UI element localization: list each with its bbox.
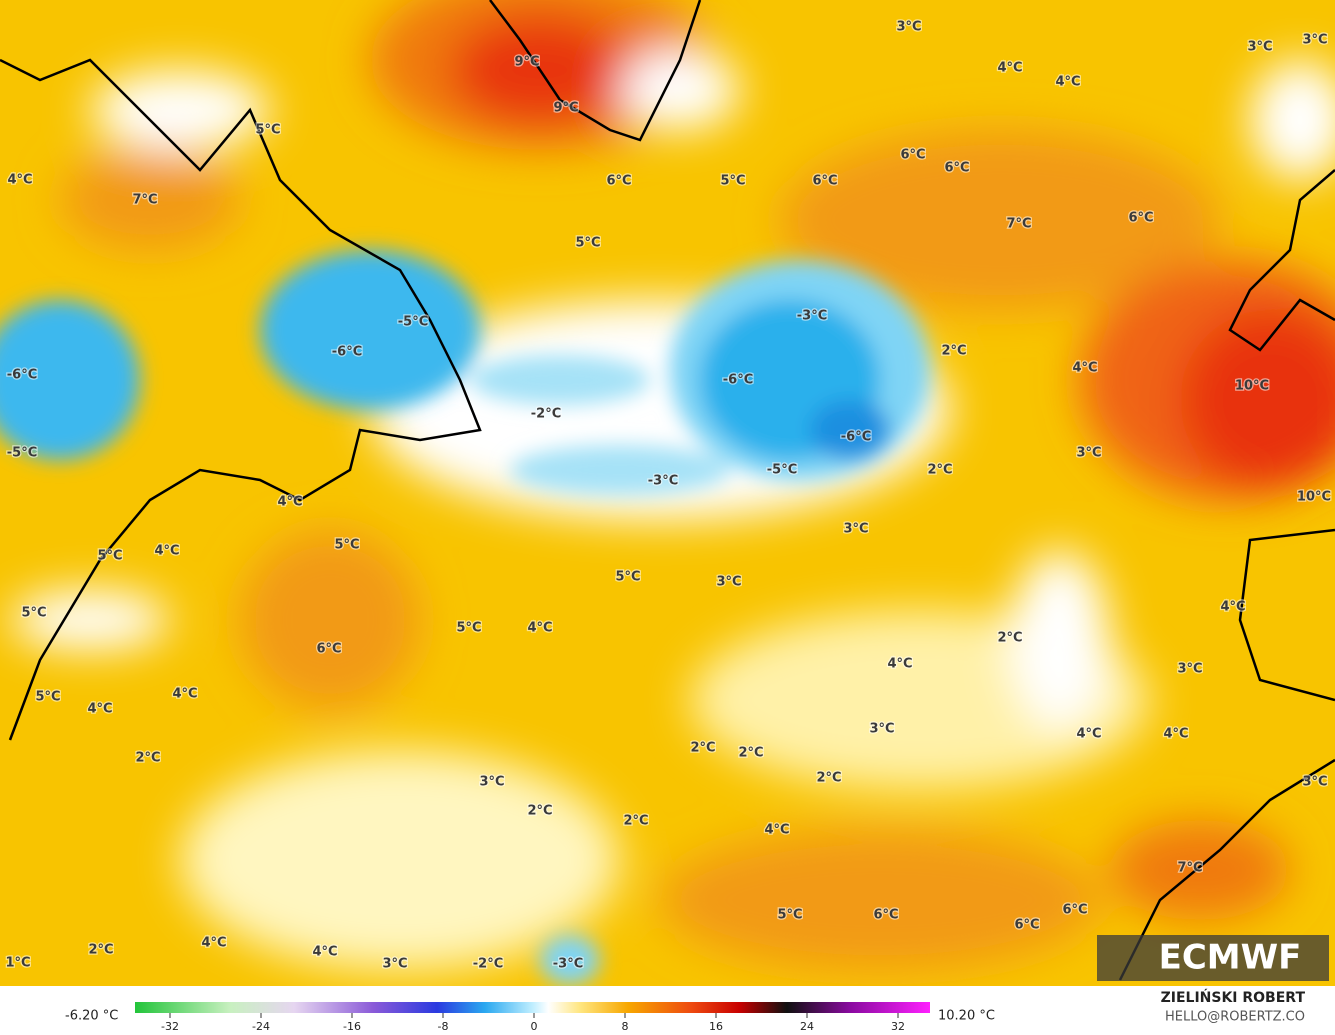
temperature-label: 6°C: [812, 174, 837, 189]
temperature-label: 6°C: [1128, 211, 1153, 226]
temperature-label: 6°C: [606, 174, 631, 189]
colorbar-tick-label: 8: [622, 1020, 629, 1033]
temperature-label: 4°C: [527, 621, 552, 636]
temperature-label: 5°C: [575, 236, 600, 251]
temperature-label: 2°C: [88, 943, 113, 958]
temperature-label: 4°C: [1220, 600, 1245, 615]
colorbar-tick-label: -24: [252, 1020, 270, 1033]
temperature-label: 6°C: [1014, 918, 1039, 933]
colorbar-max-label: 10.20 °C: [938, 1009, 995, 1024]
coastlines: [0, 0, 1335, 981]
temperature-label: 4°C: [1055, 75, 1080, 90]
temperature-label: -2°C: [473, 957, 503, 972]
temperature-label: 3°C: [843, 522, 868, 537]
temperature-label: 6°C: [1062, 903, 1087, 918]
temperature-label: 4°C: [312, 945, 337, 960]
temperature-label: 7°C: [1006, 217, 1031, 232]
temperature-label: 5°C: [35, 690, 60, 705]
temperature-label: 9°C: [553, 101, 578, 116]
temperature-label: 6°C: [316, 642, 341, 657]
temperature-label: -2°C: [531, 407, 561, 422]
temperature-label: 7°C: [1177, 861, 1202, 876]
temperature-label: 3°C: [382, 957, 407, 972]
temperature-label: 2°C: [816, 771, 841, 786]
map-field: [0, 0, 1335, 986]
credit-author: ZIELIŃSKI ROBERT: [1161, 988, 1306, 1006]
temperature-label: 4°C: [1163, 727, 1188, 742]
colorbar-tick-label: 0: [531, 1020, 538, 1033]
temperature-label: 4°C: [172, 687, 197, 702]
temperature-label: 3°C: [896, 20, 921, 35]
temperature-label: 4°C: [87, 702, 112, 717]
credit-contact: HELLO@ROBERTZ.CO: [1165, 1010, 1305, 1025]
temperature-label: -6°C: [332, 345, 362, 360]
colorbar: [135, 1002, 930, 1013]
temperature-label: 6°C: [944, 161, 969, 176]
colorbar-tick-label: 32: [891, 1020, 905, 1033]
temperature-label: 2°C: [690, 741, 715, 756]
temperature-label: -3°C: [553, 957, 583, 972]
temperature-label: 4°C: [201, 936, 226, 951]
temperature-label: 5°C: [97, 549, 122, 564]
temperature-label: -3°C: [797, 309, 827, 324]
temperature-label: 2°C: [941, 344, 966, 359]
temperature-label: 3°C: [1177, 662, 1202, 677]
temperature-label: -3°C: [648, 474, 678, 489]
colorbar-min-label: -6.20 °C: [65, 1009, 118, 1024]
temperature-label: -5°C: [7, 446, 37, 461]
temperature-label: 5°C: [21, 606, 46, 621]
temperature-label: 10°C: [1297, 490, 1331, 505]
temperature-label: 4°C: [887, 657, 912, 672]
temperature-label: 4°C: [997, 61, 1022, 76]
temperature-label: 9°C: [514, 55, 539, 70]
temperature-label: 4°C: [764, 823, 789, 838]
temperature-label: 10°C: [1235, 379, 1269, 394]
temperature-label: 3°C: [1247, 40, 1272, 55]
temperature-label: 3°C: [479, 775, 504, 790]
temperature-label: 1°C: [5, 956, 30, 971]
temperature-label: 2°C: [623, 814, 648, 829]
temperature-label: 2°C: [527, 804, 552, 819]
colorbar-tick-label: 24: [800, 1020, 814, 1033]
temperature-label: 2°C: [997, 631, 1022, 646]
colorbar-tick-label: 16: [709, 1020, 723, 1033]
temperature-label: 3°C: [1076, 446, 1101, 461]
temperature-label: 5°C: [777, 908, 802, 923]
temperature-label: 3°C: [716, 575, 741, 590]
temperature-label: -5°C: [767, 463, 797, 478]
temperature-label: -6°C: [723, 373, 753, 388]
temperature-label: -6°C: [7, 368, 37, 383]
temperature-label: 2°C: [738, 746, 763, 761]
temperature-label: 5°C: [615, 570, 640, 585]
colorbar-tick-label: -16: [343, 1020, 361, 1033]
temperature-label: 3°C: [1302, 775, 1327, 790]
logo: ECMWF: [1159, 938, 1302, 978]
colorbar-tick-label: -32: [161, 1020, 179, 1033]
temperature-label: 4°C: [1076, 727, 1101, 742]
temperature-label: -6°C: [841, 430, 871, 445]
temperature-label: 7°C: [132, 193, 157, 208]
temperature-label: 4°C: [277, 495, 302, 510]
temperature-label: 4°C: [1072, 361, 1097, 376]
temperature-label: 4°C: [7, 173, 32, 188]
temperature-label: 3°C: [869, 722, 894, 737]
temperature-label: -5°C: [398, 315, 428, 330]
temperature-label: 5°C: [456, 621, 481, 636]
temperature-label: 5°C: [255, 123, 280, 138]
temperature-label: 5°C: [720, 174, 745, 189]
temperature-label: 6°C: [900, 148, 925, 163]
temperature-label: 6°C: [873, 908, 898, 923]
temperature-label: 2°C: [135, 751, 160, 766]
colorbar-tick-label: -8: [438, 1020, 449, 1033]
temperature-label: 4°C: [154, 544, 179, 559]
temperature-label: 2°C: [927, 463, 952, 478]
logo-box: ECMWF: [1097, 935, 1329, 981]
temperature-label: 5°C: [334, 538, 359, 553]
temperature-label: 3°C: [1302, 33, 1327, 48]
